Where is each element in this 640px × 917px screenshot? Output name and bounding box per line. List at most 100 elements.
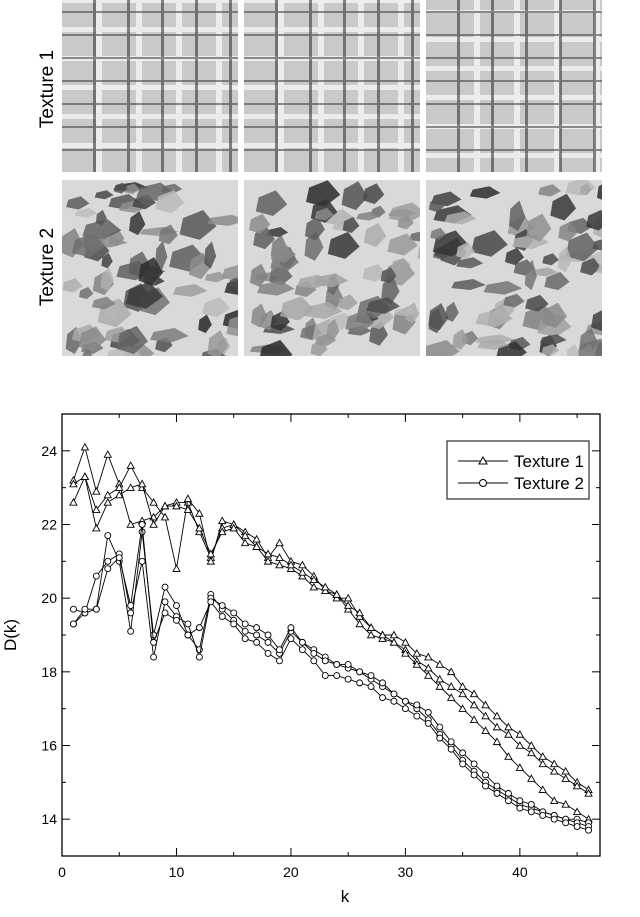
circle-marker [161, 609, 169, 617]
circle-marker [573, 823, 581, 830]
triangle-marker [195, 509, 204, 517]
circle-marker [104, 532, 112, 540]
circle-marker [516, 797, 524, 805]
circle-marker [562, 819, 570, 827]
triangle-marker [458, 704, 467, 712]
circle-marker [459, 749, 467, 757]
x-tick-label: 0 [58, 864, 66, 880]
legend-box [446, 440, 590, 500]
circle-marker [424, 719, 432, 727]
triangle-marker [481, 711, 490, 720]
triangle-marker [538, 759, 548, 768]
circle-marker [264, 631, 272, 639]
circle-marker [310, 657, 318, 665]
triangle-marker [424, 652, 433, 661]
y-tick-label: 16 [41, 738, 57, 754]
series-line [73, 553, 589, 827]
triangle-marker [446, 682, 456, 690]
circle-marker [138, 528, 146, 536]
circle-marker [253, 631, 261, 639]
circle-marker [344, 675, 352, 683]
circle-marker [104, 565, 112, 573]
y-axis-label: D(k) [1, 619, 20, 651]
circle-marker [276, 657, 283, 665]
triangle-marker [183, 494, 193, 502]
legend-label-texture-2: Texture 2 [514, 474, 584, 493]
triangle-marker [69, 497, 78, 506]
triangle-marker [469, 715, 479, 723]
triangle-marker [172, 564, 181, 572]
triangle-marker [275, 560, 284, 569]
triangle-marker [343, 604, 353, 613]
circle-marker [504, 797, 512, 805]
triangle-marker [492, 737, 502, 746]
triangle-marker [389, 637, 399, 646]
legend-circle-icon [479, 479, 487, 487]
y-tick-label: 22 [41, 517, 57, 533]
triangle-marker [469, 689, 479, 698]
circle-marker [344, 661, 352, 668]
circle-marker [92, 572, 100, 580]
triangle-marker [103, 490, 113, 499]
triangle-marker [435, 660, 445, 668]
triangle-marker [355, 608, 364, 617]
triangle-marker [527, 748, 536, 757]
triangle-marker [561, 766, 570, 775]
circle-marker [138, 521, 146, 528]
circle-marker [207, 598, 215, 606]
circle-marker [493, 782, 501, 790]
triangle-marker [126, 520, 135, 528]
circle-marker [241, 620, 249, 628]
circle-marker [413, 701, 421, 709]
triangle-marker [366, 623, 376, 631]
triangle-marker [252, 542, 261, 550]
circle-marker [504, 789, 512, 797]
triangle-marker [584, 788, 593, 797]
series-6 [69, 521, 593, 834]
triangle-marker [137, 479, 147, 488]
triangle-marker [389, 630, 399, 639]
texture-1-sample-2 [244, 0, 420, 172]
texture-2-sample-2 [244, 180, 420, 356]
circle-marker [69, 605, 77, 613]
triangle-marker [343, 593, 353, 602]
triangle-marker [298, 567, 307, 576]
circle-marker [493, 789, 501, 797]
triangle-marker [183, 497, 193, 506]
circle-marker [367, 672, 375, 679]
triangle-marker [424, 671, 433, 679]
texture-2-label: Texture 2 [37, 227, 58, 307]
triangle-marker [435, 674, 445, 683]
triangle-marker [286, 564, 296, 572]
circle-marker [150, 653, 158, 661]
y-tick-label: 20 [41, 590, 57, 606]
triangle-marker [515, 730, 525, 738]
triangle-marker [103, 450, 113, 458]
series-line [73, 445, 589, 791]
circle-marker [482, 771, 489, 779]
triangle-marker [195, 523, 204, 532]
circle-marker [424, 708, 432, 716]
circle-marker [161, 598, 169, 606]
triangle-marker [549, 766, 559, 775]
legend: Texture 1 Texture 2 [446, 440, 590, 500]
triangle-marker [458, 682, 467, 690]
series-3 [69, 472, 593, 823]
triangle-marker [481, 726, 490, 735]
series-5 [69, 550, 593, 830]
circle-marker [447, 745, 455, 753]
triangle-marker [298, 560, 307, 569]
series-line [73, 464, 589, 794]
triangle-marker [321, 586, 330, 595]
triangle-marker [549, 759, 559, 768]
circle-marker [321, 657, 329, 665]
triangle-marker [321, 582, 330, 591]
triangle-marker [504, 752, 513, 760]
dk-line-chart: 0 10 20 30 40 14 16 18 20 22 24 k D(k) Texture 1 T… [1, 413, 601, 906]
triangle-marker [412, 660, 422, 668]
circle-marker [390, 690, 398, 698]
circle-marker [436, 734, 444, 742]
circle-marker [184, 620, 192, 628]
triangle-marker [549, 796, 559, 804]
circle-marker [447, 738, 455, 746]
